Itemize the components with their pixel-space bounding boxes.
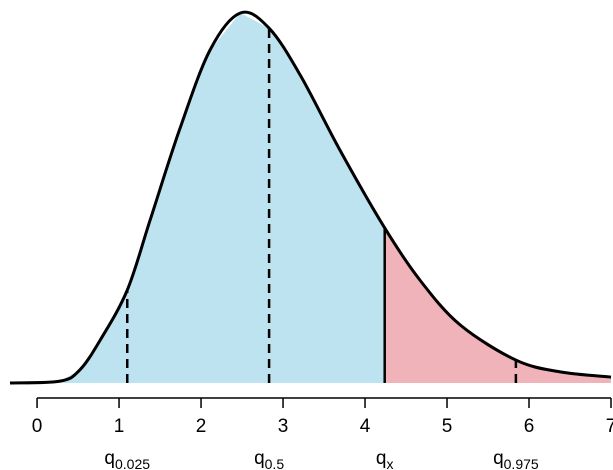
quantile-symbol: q: [376, 448, 387, 469]
quantile-label: qx: [376, 448, 394, 470]
quantile-subscript: 0.5: [265, 456, 285, 470]
x-tick-label: 1: [114, 416, 125, 437]
area-above: [384, 227, 611, 383]
quantile-subscript: 0.975: [504, 456, 539, 470]
quantile-label: q0.975: [493, 448, 539, 470]
x-tick-label: 6: [524, 416, 535, 437]
x-tick-label: 4: [360, 416, 371, 437]
quantile-symbol: q: [493, 448, 504, 469]
x-tick-label: 2: [196, 416, 207, 437]
quantile-symbol: q: [254, 448, 265, 469]
quantile-symbol: q: [104, 448, 115, 469]
density-curve: [9, 10, 612, 385]
quantile-label: q0.5: [254, 448, 284, 470]
x-tick-label: 5: [442, 416, 453, 437]
x-tick-label: 3: [278, 416, 289, 437]
quantile-subscript: x: [386, 456, 393, 470]
x-tick-label: 0: [32, 416, 43, 437]
quantile-label: q0.025: [104, 448, 150, 470]
quantile-subscript: 0.025: [115, 456, 150, 470]
x-tick-label: 7: [606, 416, 613, 437]
area-below: [10, 13, 385, 383]
